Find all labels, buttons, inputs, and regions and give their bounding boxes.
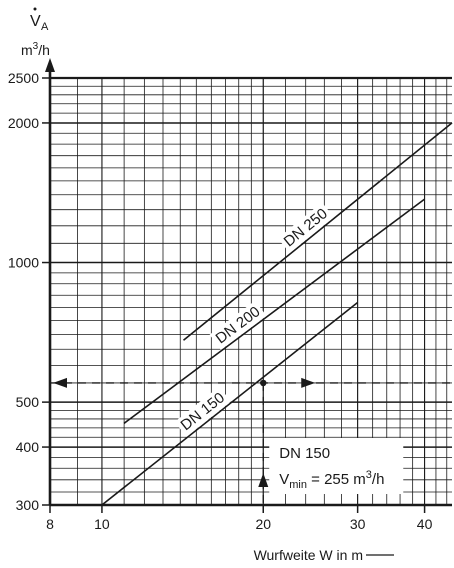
- arrow-right-icon: [301, 377, 316, 388]
- y-axis-subscript: A: [41, 21, 49, 33]
- annotation-sup: 3: [366, 469, 372, 481]
- y-tick-label: 300: [16, 497, 40, 513]
- axes: [33, 7, 452, 507]
- example-reading: DN 150 Vmin = 255 m3/h: [50, 377, 452, 505]
- y-tick-label: 2500: [8, 70, 39, 86]
- y-axis-unit-sup: 3: [33, 41, 39, 52]
- annotation-formula: Vmin = 255 m3/h: [279, 469, 384, 491]
- x-tick-label: 20: [255, 516, 271, 532]
- series-line: [101, 301, 359, 506]
- x-tick-label: 10: [94, 516, 110, 532]
- annotation-subscript: min: [289, 479, 307, 491]
- series-line: [123, 198, 426, 424]
- x-tick-label: 40: [417, 516, 433, 532]
- annotation-title: DN 150: [279, 445, 330, 462]
- y-axis-symbol-dot: [33, 7, 37, 11]
- x-tick-label: 8: [46, 516, 54, 532]
- y-tick-label: 500: [16, 394, 40, 410]
- annotation-symbol: V: [279, 471, 289, 488]
- x-tick-label: 30: [350, 516, 366, 532]
- grid: [49, 77, 452, 506]
- y-axis-symbol: V: [30, 13, 41, 30]
- series-line: [182, 122, 453, 341]
- y-axis-unit-base: m: [21, 42, 33, 58]
- series-label-background: [174, 386, 231, 437]
- series-label-background: [209, 300, 267, 350]
- series-label-background: [277, 202, 334, 254]
- tick-labels: 300 400 500 1000 2000 2500 8 10 20 30 40: [8, 70, 433, 532]
- y-tick-label: 400: [16, 439, 40, 455]
- example-point: [260, 379, 267, 387]
- annotation-equals: = 255 m: [307, 471, 366, 488]
- y-axis-arrow-icon: [45, 58, 55, 72]
- y-tick-label: 2000: [8, 115, 39, 131]
- y-axis-unit: m3/h: [21, 41, 50, 58]
- arrow-up-icon: [258, 473, 269, 487]
- annotation-box: [269, 438, 404, 494]
- annotation-unit: /h: [372, 471, 385, 488]
- y-axis-unit-rest: /h: [38, 42, 50, 58]
- series-lines: [101, 122, 453, 506]
- x-axis-label: Wurfweite W in m: [254, 547, 363, 563]
- y-tick-label: 1000: [8, 255, 39, 271]
- arrow-left-icon: [53, 377, 67, 388]
